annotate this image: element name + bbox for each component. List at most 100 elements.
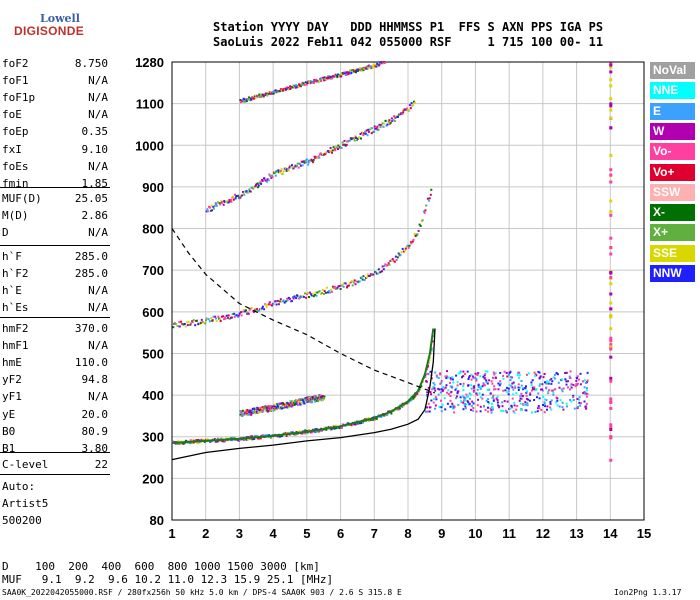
echo-point (304, 432, 307, 435)
echo-point (353, 279, 356, 282)
echo-point (309, 160, 312, 163)
echo-point (374, 63, 377, 66)
spread-echo-point (495, 397, 498, 400)
echo-point (265, 305, 268, 308)
echo-point (311, 293, 314, 296)
echo-point (277, 303, 280, 306)
echo-point (348, 72, 350, 74)
spread-echo-point (517, 389, 520, 391)
echo-point (186, 324, 189, 327)
echo-point (295, 85, 298, 87)
o-trace-fit-line (171, 328, 435, 444)
echo-point (331, 77, 334, 80)
interference-point (609, 199, 613, 203)
spread-echo-point (545, 380, 548, 383)
echo-point (317, 291, 320, 294)
spread-echo-point (583, 392, 586, 395)
echo-point (191, 321, 194, 324)
echo-point (426, 197, 429, 200)
echo-point (359, 67, 361, 70)
echo-point (353, 68, 356, 71)
echo-point (359, 133, 362, 135)
echo-point (333, 285, 336, 288)
spread-echo-point (500, 409, 503, 412)
spread-echo-point (447, 389, 450, 392)
echo-point (223, 318, 226, 321)
footer-info: SAA0K_2022042055000.RSF / 280fx256h 50 k… (2, 588, 402, 597)
spread-echo-point (509, 379, 512, 382)
echo-point (265, 92, 268, 95)
echo-point (386, 123, 389, 126)
echo-point (362, 134, 365, 137)
echo-point (281, 172, 284, 175)
echo-point (250, 412, 253, 415)
echo-point (237, 314, 240, 317)
spread-echo-point (549, 406, 552, 409)
echo-point (331, 151, 333, 154)
echo-point (240, 314, 243, 317)
echo-point (342, 285, 345, 288)
echo-point (284, 87, 287, 90)
echo-point (294, 402, 297, 405)
echo-point (300, 160, 303, 163)
spread-echo-point (529, 392, 532, 395)
spread-echo-point (440, 379, 443, 382)
spread-echo-point (526, 404, 529, 407)
spread-echo-point (476, 404, 479, 407)
spread-echo-point (440, 410, 443, 413)
spread-echo-point (487, 410, 490, 413)
x-tick-label: 4 (270, 526, 278, 541)
spread-echo-point (454, 388, 457, 391)
echo-point (350, 137, 353, 140)
spread-echo-point (550, 408, 553, 411)
echo-point (305, 296, 308, 299)
param-label: D (2, 226, 9, 240)
echo-point (252, 310, 255, 313)
spread-echo-point (453, 406, 456, 409)
echo-point (273, 171, 276, 174)
echo-point (285, 88, 288, 90)
echo-point (418, 223, 421, 226)
echo-point (323, 290, 326, 293)
spread-echo-point (530, 381, 533, 384)
echo-point (332, 146, 335, 149)
spread-echo-point (554, 377, 556, 380)
spread-echo-point (440, 388, 443, 391)
spread-echo-point (445, 384, 448, 387)
echo-point (303, 402, 306, 405)
spread-echo-point (561, 406, 564, 408)
echo-point (306, 396, 309, 399)
spread-echo-point (579, 383, 582, 386)
param-row: C-level 22 (2, 458, 108, 475)
spread-echo-point (444, 375, 447, 378)
echo-point (287, 86, 290, 89)
interference-point (609, 154, 613, 157)
echo-point (257, 184, 260, 187)
param-row: B1 3.80 (2, 442, 108, 459)
spread-echo-point (578, 401, 581, 404)
spread-echo-point (536, 396, 538, 399)
echo-point (367, 417, 370, 420)
spread-echo-point (579, 372, 582, 375)
echo-point (250, 306, 253, 309)
echo-point (410, 399, 413, 402)
echo-point (266, 178, 269, 181)
echo-point (358, 136, 361, 139)
echo-point (376, 272, 379, 275)
param-row: hmF1 N/A (2, 339, 108, 356)
echo-point (227, 316, 229, 319)
spread-echo-point (564, 378, 567, 381)
echo-point (276, 170, 279, 173)
spread-echo-point (565, 380, 568, 383)
echo-point (329, 77, 332, 80)
spread-echo-point (492, 399, 495, 402)
echo-point (350, 279, 353, 282)
echo-point (296, 164, 298, 167)
echo-point (325, 428, 328, 431)
spread-echo-point (472, 386, 475, 388)
echo-point (261, 179, 264, 182)
echo-point (294, 433, 297, 436)
echo-point (292, 297, 295, 300)
spread-echo-point (485, 381, 488, 384)
spread-echo-point (513, 411, 516, 414)
